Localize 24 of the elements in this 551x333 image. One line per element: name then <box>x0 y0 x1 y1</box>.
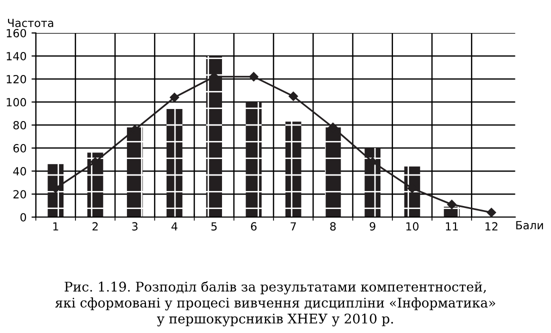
y-tick-label: 160 <box>6 28 26 38</box>
x-tick-label: 9 <box>370 222 376 231</box>
x-tick-label: 10 <box>406 222 419 231</box>
y-tick-label: 20 <box>13 190 26 198</box>
x-tick-label: 4 <box>171 222 178 230</box>
y-tick-label: 140 <box>6 52 26 60</box>
x-axis-title: Бали <box>516 221 543 230</box>
x-tick-label: 11 <box>446 222 458 230</box>
y-tick-label: 0 <box>20 213 26 222</box>
x-tick-label: 1 <box>53 222 58 230</box>
x-tick-label: 7 <box>290 222 296 230</box>
y-tick-label: 40 <box>13 167 26 176</box>
y-axis-title: Частота <box>8 18 54 28</box>
x-tick-label: 6 <box>250 222 257 231</box>
y-tick-label: 60 <box>13 144 26 152</box>
x-tick-label: 3 <box>132 222 138 231</box>
y-tick-label: 100 <box>6 98 26 106</box>
y-tick-label: 80 <box>13 121 26 130</box>
x-tick-label: 5 <box>211 222 217 231</box>
y-tick-label: 120 <box>6 74 26 84</box>
text: Рис. 1.19. Розподіл балів за результатами компетентностей, які сформовані у процесі вивчення дисципліни «Інформатика» у першокурсників ХНЕУ у 2010 р. <box>55 281 496 326</box>
x-tick-label: 2 <box>92 222 98 230</box>
x-tick-label: 12 <box>486 222 498 230</box>
x-tick-label: 8 <box>330 222 336 231</box>
